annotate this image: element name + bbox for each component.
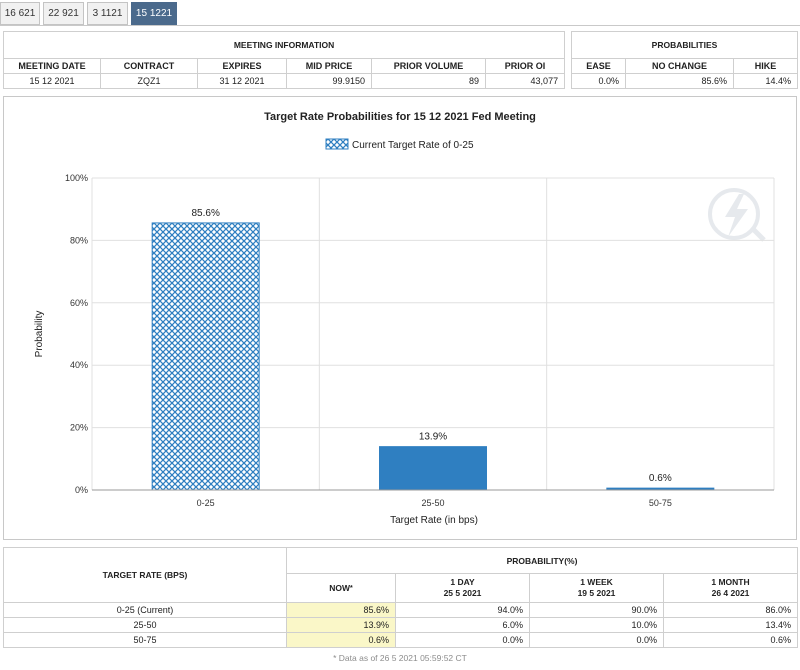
y-tick-label: 60% bbox=[70, 298, 88, 308]
rate-label: 0-25 (Current) bbox=[3, 602, 287, 618]
tab-15-1221[interactable]: 15 1221 bbox=[131, 2, 177, 25]
col-contract: CONTRACT bbox=[100, 58, 198, 74]
y-tick-label: 0% bbox=[75, 485, 88, 495]
rate-label: 50-75 bbox=[3, 632, 287, 648]
table-row: 50-75 0.6% 0.0% 0.0% 0.6% bbox=[3, 632, 799, 648]
mid-price-value: 99.9150 bbox=[286, 73, 372, 89]
data-label: 85.6% bbox=[191, 208, 219, 219]
bar-25-50 bbox=[379, 446, 487, 491]
hike-value: 14.4% bbox=[733, 73, 798, 89]
y-tick-label: 100% bbox=[65, 173, 88, 183]
col-meeting-date: MEETING DATE bbox=[3, 58, 101, 74]
col-1-month: 1 MONTH 26 4 2021 bbox=[662, 573, 799, 603]
legend-label: Current Target Rate of 0-25 bbox=[352, 140, 474, 151]
meeting-date-value: 15 12 2021 bbox=[3, 73, 101, 89]
meeting-information-table: MEETING INFORMATION MEETING DATE CONTRAC… bbox=[2, 31, 566, 89]
data-timestamp-note: * Data as of 26 5 2021 05:59:52 CT bbox=[333, 653, 467, 663]
no-change-value: 85.6% bbox=[625, 73, 734, 89]
col-1-day: 1 DAY 25 5 2021 bbox=[395, 573, 530, 603]
prior-volume-value: 89 bbox=[371, 73, 486, 89]
col-ease: EASE bbox=[571, 58, 626, 74]
one-month-value: 86.0% bbox=[662, 602, 799, 618]
table-row: 25-50 13.9% 6.0% 10.0% 13.4% bbox=[3, 617, 799, 633]
tab-3-1121[interactable]: 3 1121 bbox=[87, 2, 128, 25]
meeting-information-title: MEETING INFORMATION bbox=[2, 31, 566, 59]
col-now: NOW* bbox=[286, 573, 396, 603]
tab-16-621[interactable]: 16 621 bbox=[0, 2, 40, 25]
now-value: 13.9% bbox=[286, 617, 396, 633]
probabilities-title: PROBABILITIES bbox=[571, 31, 798, 59]
x-tick-label: 25-50 bbox=[421, 498, 444, 508]
one-month-value: 0.6% bbox=[662, 632, 799, 648]
col-1-week-date: 19 5 2021 bbox=[577, 588, 616, 598]
legend-swatch bbox=[325, 138, 349, 150]
x-tick-label: 50-75 bbox=[649, 498, 672, 508]
y-tick-label: 40% bbox=[70, 360, 88, 370]
target-rate-probability-table: TARGET RATE (BPS) PROBABILITY(%) NOW* 1 … bbox=[3, 547, 799, 648]
col-hike: HIKE bbox=[733, 58, 798, 74]
y-tick-label: 80% bbox=[70, 235, 88, 245]
now-value: 0.6% bbox=[286, 632, 396, 648]
one-week-value: 0.0% bbox=[529, 632, 664, 648]
chart-bars bbox=[151, 222, 715, 491]
watermark-logo-icon bbox=[708, 188, 766, 242]
col-now-label: NOW bbox=[329, 582, 351, 593]
tab-22-921[interactable]: 22 921 bbox=[43, 2, 84, 25]
col-1-day-label: 1 DAY bbox=[450, 577, 475, 587]
data-label: 0.6% bbox=[649, 473, 672, 484]
now-asterisk: * bbox=[350, 584, 353, 592]
expires-value: 31 12 2021 bbox=[197, 73, 287, 89]
col-prior-oi: PRIOR OI bbox=[484, 58, 566, 74]
table-row: 0-25 (Current) 85.6% 94.0% 90.0% 86.0% bbox=[3, 602, 799, 618]
chart-axes: 0% 20% 40% 60% 80% 100% 85.6% 0-25 13.9% 25-50 0.6… bbox=[65, 173, 774, 508]
col-target-rate: TARGET RATE (BPS) bbox=[3, 547, 287, 603]
col-1-month-date: 26 4 2021 bbox=[711, 588, 750, 598]
chart-title: Target Rate Probabilities for 15 12 2021… bbox=[264, 111, 536, 123]
contract-value: ZQZ1 bbox=[100, 73, 198, 89]
table-row: 15 12 2021 ZQZ1 31 12 2021 99.9150 89 43… bbox=[3, 73, 566, 89]
chart-legend[interactable]: Current Target Rate of 0-25 bbox=[325, 138, 474, 151]
one-day-value: 94.0% bbox=[395, 602, 530, 618]
col-1-month-label: 1 MONTH bbox=[711, 577, 750, 587]
col-no-change: NO CHANGE bbox=[625, 58, 734, 74]
data-label: 13.9% bbox=[419, 432, 447, 443]
one-day-value: 6.0% bbox=[395, 617, 530, 633]
bar-0-25 bbox=[151, 222, 260, 491]
col-1-day-date: 25 5 2021 bbox=[443, 588, 482, 598]
x-axis-label: Target Rate (in bps) bbox=[390, 515, 478, 526]
probabilities-table: PROBABILITIES EASE NO CHANGE HIKE 0.0% 8… bbox=[571, 31, 798, 89]
table-row: 0.0% 85.6% 14.4% bbox=[571, 73, 798, 89]
one-month-value: 13.4% bbox=[662, 617, 799, 633]
col-mid-price: MID PRICE bbox=[286, 58, 372, 74]
prior-oi-value: 43,077 bbox=[484, 73, 566, 89]
col-probability-group: PROBABILITY(%) bbox=[285, 547, 799, 574]
one-day-value: 0.0% bbox=[395, 632, 530, 648]
ease-value: 0.0% bbox=[571, 73, 626, 89]
meeting-tabs: 16 621 22 921 3 1121 15 1221 bbox=[0, 0, 800, 26]
chart-panel: Target Rate Probabilities for 15 12 2021… bbox=[3, 96, 797, 540]
probability-bar-chart: Target Rate Probabilities for 15 12 2021… bbox=[34, 111, 775, 526]
y-tick-label: 20% bbox=[70, 423, 88, 433]
y-axis-label: Probability bbox=[34, 311, 45, 358]
one-week-value: 10.0% bbox=[529, 617, 664, 633]
col-prior-volume: PRIOR VOLUME bbox=[371, 58, 486, 74]
col-1-week: 1 WEEK 19 5 2021 bbox=[529, 573, 664, 603]
col-expires: EXPIRES bbox=[197, 58, 287, 74]
rate-label: 25-50 bbox=[3, 617, 287, 633]
col-1-week-label: 1 WEEK bbox=[580, 577, 613, 587]
x-tick-label: 0-25 bbox=[197, 498, 215, 508]
now-value: 85.6% bbox=[286, 602, 396, 618]
one-week-value: 90.0% bbox=[529, 602, 664, 618]
